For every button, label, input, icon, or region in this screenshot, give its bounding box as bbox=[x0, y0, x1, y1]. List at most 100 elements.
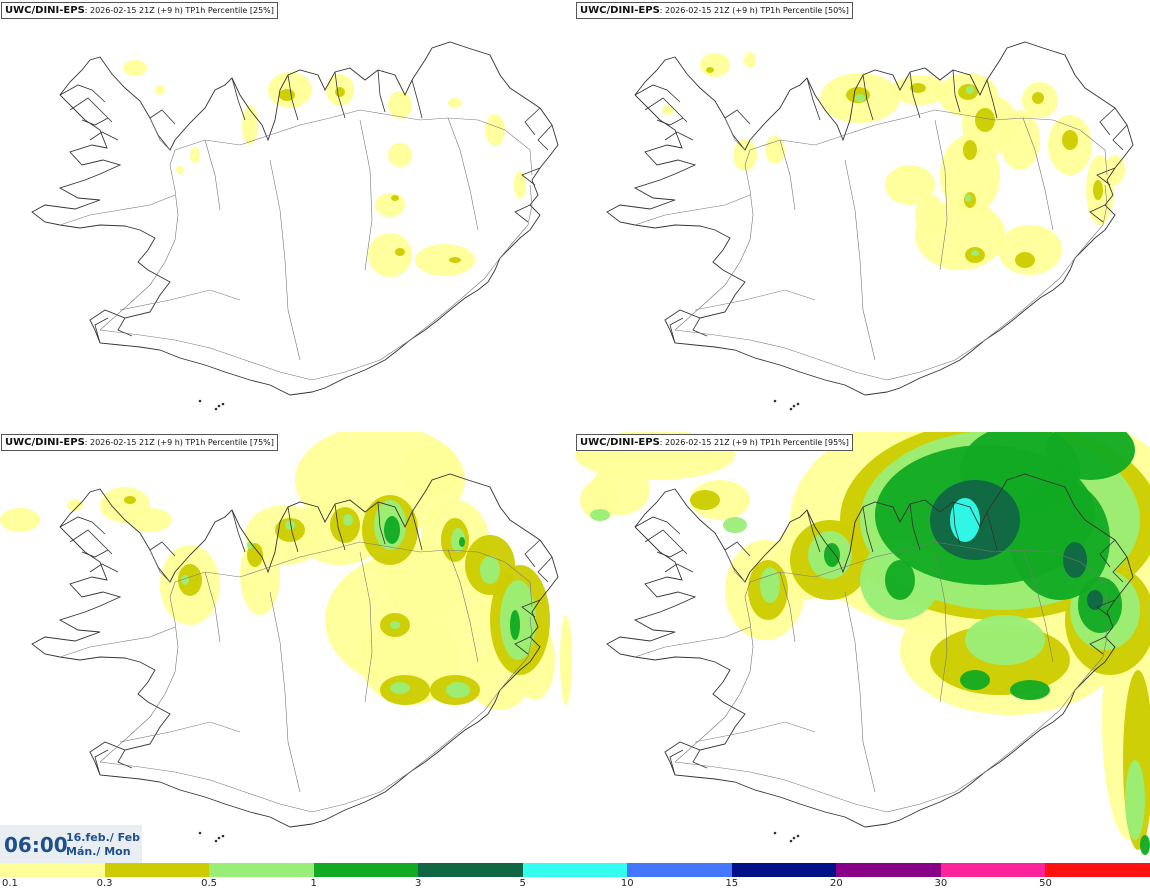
coastline-fjord bbox=[514, 204, 531, 223]
road bbox=[99, 149, 179, 331]
coastline-fjord bbox=[231, 77, 246, 121]
precip-area bbox=[123, 60, 147, 76]
colorbar-ticks: 0.1 0.3 0.5 1 3 5 10 15 20 30 50 bbox=[0, 877, 1150, 891]
precip-area bbox=[998, 225, 1062, 275]
precip-area bbox=[459, 537, 465, 547]
road bbox=[674, 581, 754, 763]
coastline-fjord bbox=[664, 131, 694, 141]
precip-area bbox=[415, 244, 475, 276]
colorbar-swatch bbox=[627, 863, 732, 877]
precip-area bbox=[446, 682, 470, 698]
island bbox=[792, 404, 796, 408]
road bbox=[724, 549, 746, 583]
map-panel-75: UWC/DINI-EPS: 2026-02-15 21Z (+9 h) TP1h… bbox=[0, 432, 575, 864]
island bbox=[792, 836, 796, 840]
colorbar-swatch bbox=[1045, 863, 1150, 877]
precip-area bbox=[915, 195, 945, 235]
precip-area bbox=[975, 108, 995, 132]
precip-layer bbox=[0, 432, 572, 710]
coastline-fjord bbox=[524, 107, 541, 136]
coastline-fjord bbox=[1099, 107, 1116, 136]
precip-area bbox=[375, 193, 405, 217]
precip-area bbox=[400, 445, 460, 495]
precip-area bbox=[760, 567, 780, 603]
precip-area bbox=[449, 257, 461, 263]
precip-area bbox=[690, 490, 720, 510]
coastline-fjord bbox=[231, 509, 246, 553]
precip-area bbox=[940, 135, 1000, 215]
colorbar-tick-label: 1 bbox=[310, 878, 317, 889]
precip-area bbox=[723, 517, 747, 533]
colorbar-swatch bbox=[209, 863, 314, 877]
coastline-fjord bbox=[1112, 556, 1128, 583]
coastline-fjord bbox=[1089, 636, 1106, 655]
run-info: : 2026-02-15 21Z (+9 h) bbox=[659, 438, 758, 447]
island bbox=[221, 834, 225, 838]
island bbox=[198, 399, 202, 403]
coastline-fjord bbox=[1112, 124, 1128, 151]
run-info: : 2026-02-15 21Z (+9 h) bbox=[84, 438, 183, 447]
precip-area bbox=[733, 139, 757, 171]
map-50 bbox=[606, 41, 1134, 411]
coastline-fjord bbox=[1089, 204, 1106, 223]
coastline-fjord bbox=[94, 317, 109, 344]
road bbox=[749, 109, 1108, 176]
island bbox=[773, 399, 777, 403]
road bbox=[119, 289, 241, 311]
precip-colorbar bbox=[0, 863, 1150, 877]
map-95 bbox=[575, 432, 1150, 855]
coastline-fjord bbox=[656, 117, 684, 126]
coastline-fjord bbox=[862, 506, 874, 553]
coastline bbox=[31, 473, 559, 828]
precip-area bbox=[390, 621, 400, 629]
coastline-fjord bbox=[514, 636, 531, 655]
precip-area bbox=[590, 509, 610, 521]
coastline-fjord bbox=[909, 503, 921, 551]
road bbox=[174, 109, 533, 176]
map-panel-50: UWC/DINI-EPS: 2026-02-15 21Z (+9 h) TP1h… bbox=[575, 0, 1150, 432]
map-25 bbox=[31, 41, 559, 411]
precip-area bbox=[965, 615, 1045, 665]
colorbar-tick-label: 5 bbox=[519, 878, 526, 889]
model-name: UWC/DINI-EPS bbox=[5, 5, 85, 16]
panel-title: UWC/DINI-EPS: 2026-02-15 21Z (+9 h) TP1h… bbox=[1, 2, 278, 19]
coastline-fjord bbox=[59, 84, 106, 103]
precip-area bbox=[662, 105, 674, 115]
island bbox=[217, 836, 221, 840]
precip-area bbox=[706, 67, 714, 73]
panel-title: UWC/DINI-EPS: 2026-02-15 21Z (+9 h) TP1h… bbox=[576, 434, 853, 451]
precip-area bbox=[744, 52, 756, 68]
precip-layer bbox=[123, 60, 526, 277]
road bbox=[779, 571, 796, 643]
precip-area bbox=[190, 147, 200, 163]
coastline-fjord bbox=[634, 84, 681, 103]
island bbox=[198, 831, 202, 835]
road bbox=[844, 591, 876, 793]
road bbox=[447, 117, 479, 231]
coastline-fjord bbox=[724, 541, 751, 557]
precip-area bbox=[385, 540, 465, 620]
coastline-fjord bbox=[806, 509, 821, 553]
precip-area bbox=[0, 508, 40, 532]
coastline-fjord bbox=[692, 749, 708, 769]
road bbox=[634, 626, 751, 658]
precip-area bbox=[343, 514, 353, 526]
road bbox=[204, 139, 221, 211]
precip-area bbox=[1000, 110, 1040, 170]
colorbar-swatch bbox=[731, 863, 837, 877]
island bbox=[217, 404, 221, 408]
valid-time-box: 06:00 16.feb./ Feb Mán./ Mon bbox=[0, 825, 142, 863]
field-name: TP1h Percentile [95%] bbox=[757, 438, 849, 447]
precip-area bbox=[176, 166, 184, 174]
island bbox=[796, 402, 800, 406]
map-panel-25: UWC/DINI-EPS: 2026-02-15 21Z (+9 h) TP1h… bbox=[0, 0, 575, 432]
precip-area bbox=[1010, 680, 1050, 700]
precip-area bbox=[885, 165, 935, 205]
coastline-fjord bbox=[524, 539, 541, 568]
precip-area bbox=[388, 143, 412, 167]
precip-area bbox=[824, 543, 840, 567]
colorbar-swatch bbox=[0, 863, 105, 877]
field-name: TP1h Percentile [75%] bbox=[182, 438, 274, 447]
precip-area bbox=[590, 465, 650, 515]
precip-area bbox=[971, 250, 979, 256]
